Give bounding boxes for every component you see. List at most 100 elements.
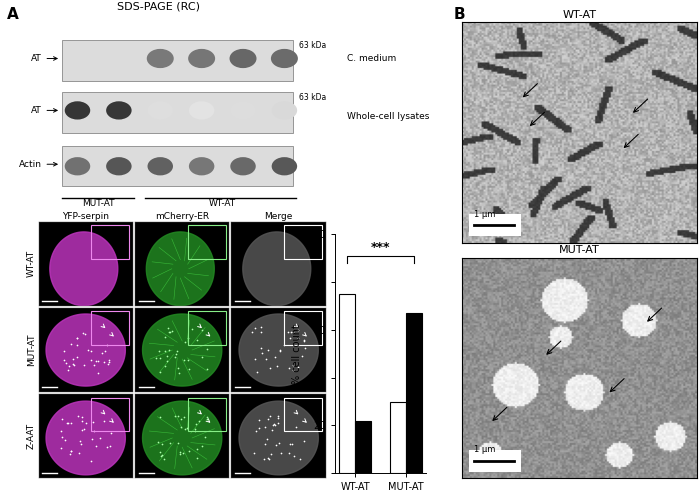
Point bbox=[261, 435, 272, 443]
Point bbox=[253, 416, 265, 424]
Point bbox=[178, 356, 190, 364]
Ellipse shape bbox=[272, 157, 297, 176]
Ellipse shape bbox=[189, 157, 214, 176]
Bar bbox=[188, 312, 225, 345]
Point bbox=[63, 419, 74, 426]
Point bbox=[65, 448, 76, 456]
Point bbox=[256, 344, 267, 352]
Point bbox=[155, 354, 166, 362]
Point bbox=[286, 440, 297, 448]
Point bbox=[85, 347, 97, 355]
Point bbox=[284, 364, 295, 372]
Point bbox=[176, 416, 187, 423]
Point bbox=[174, 369, 185, 377]
Point bbox=[77, 413, 88, 421]
Ellipse shape bbox=[106, 101, 132, 119]
Bar bbox=[469, 450, 521, 472]
Point bbox=[263, 455, 274, 463]
Text: WT-AT: WT-AT bbox=[209, 199, 236, 208]
Title: Merge: Merge bbox=[265, 212, 293, 221]
Point bbox=[298, 437, 309, 445]
Point bbox=[287, 366, 298, 374]
Point bbox=[285, 334, 296, 342]
Point bbox=[64, 451, 76, 458]
Point bbox=[262, 415, 274, 423]
Point bbox=[164, 439, 176, 447]
Point bbox=[65, 340, 76, 348]
Point bbox=[163, 328, 174, 336]
Point bbox=[179, 338, 190, 346]
Ellipse shape bbox=[106, 157, 132, 176]
Point bbox=[202, 413, 213, 421]
Point bbox=[85, 457, 97, 465]
Point bbox=[167, 327, 178, 335]
Ellipse shape bbox=[148, 101, 173, 119]
Point bbox=[86, 435, 97, 443]
Title: mCherry-ER: mCherry-ER bbox=[155, 212, 209, 221]
Point bbox=[99, 347, 111, 355]
Point bbox=[256, 349, 267, 357]
Point bbox=[256, 322, 267, 330]
Point bbox=[158, 455, 169, 463]
Bar bbox=[469, 214, 521, 236]
Ellipse shape bbox=[64, 101, 90, 119]
Ellipse shape bbox=[188, 49, 215, 68]
Point bbox=[250, 427, 261, 435]
Point bbox=[90, 357, 101, 365]
Point bbox=[266, 426, 277, 434]
Point bbox=[74, 449, 85, 457]
Point bbox=[176, 423, 187, 430]
Point bbox=[71, 334, 83, 342]
Point bbox=[67, 360, 78, 368]
Point bbox=[287, 328, 298, 336]
Ellipse shape bbox=[230, 49, 256, 68]
Ellipse shape bbox=[147, 49, 174, 68]
Point bbox=[193, 417, 204, 425]
Point bbox=[286, 328, 297, 336]
Point bbox=[154, 413, 165, 421]
Point bbox=[272, 362, 283, 370]
Point bbox=[99, 357, 110, 365]
Point bbox=[274, 439, 285, 447]
Point bbox=[250, 355, 261, 363]
Text: AT: AT bbox=[31, 106, 57, 115]
Point bbox=[297, 352, 308, 360]
Point bbox=[199, 433, 211, 441]
Point bbox=[161, 352, 172, 360]
Ellipse shape bbox=[230, 157, 256, 176]
Point bbox=[154, 448, 165, 456]
Polygon shape bbox=[46, 314, 125, 386]
Point bbox=[83, 346, 94, 354]
Point bbox=[173, 364, 184, 372]
Bar bbox=[339, 294, 355, 473]
Point bbox=[173, 439, 184, 447]
Point bbox=[155, 452, 167, 460]
Text: B: B bbox=[454, 7, 466, 22]
Polygon shape bbox=[239, 401, 318, 475]
Point bbox=[155, 368, 166, 376]
Point bbox=[76, 426, 88, 434]
Point bbox=[105, 442, 116, 450]
Point bbox=[299, 344, 310, 352]
Point bbox=[56, 415, 67, 423]
Point bbox=[190, 425, 201, 433]
Polygon shape bbox=[146, 232, 214, 306]
Point bbox=[76, 417, 88, 424]
Polygon shape bbox=[239, 314, 318, 386]
Point bbox=[183, 365, 195, 373]
Point bbox=[173, 412, 184, 420]
Point bbox=[260, 440, 271, 448]
Point bbox=[170, 350, 181, 357]
Point bbox=[264, 412, 275, 420]
Point bbox=[191, 455, 202, 462]
Point bbox=[89, 361, 100, 369]
Text: Whole-cell lysates: Whole-cell lysates bbox=[347, 112, 430, 121]
Point bbox=[190, 420, 201, 428]
Point bbox=[62, 366, 74, 374]
Point bbox=[103, 358, 114, 366]
Point bbox=[183, 448, 195, 456]
Point bbox=[78, 329, 89, 337]
Point bbox=[182, 424, 193, 432]
Point bbox=[293, 363, 304, 371]
Point bbox=[179, 425, 190, 433]
